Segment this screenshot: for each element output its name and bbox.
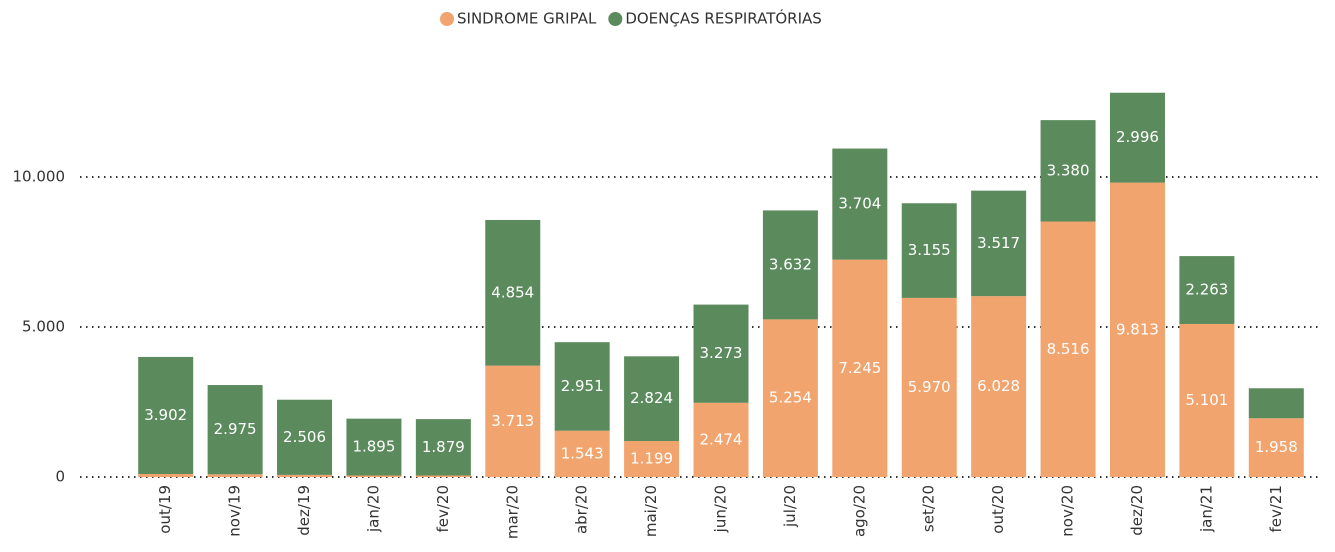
value-label: 2.474 bbox=[700, 430, 743, 448]
value-label: 9.813 bbox=[1116, 320, 1159, 338]
y-tick-label: 0 bbox=[55, 468, 65, 486]
x-tick-label: mar/20 bbox=[503, 485, 521, 539]
bar-segment bbox=[624, 441, 680, 477]
bar-segment bbox=[207, 385, 263, 475]
bar-segment bbox=[901, 203, 957, 298]
bar-segment bbox=[1040, 221, 1096, 477]
bar-segment bbox=[971, 296, 1027, 477]
value-label: 3.380 bbox=[1047, 161, 1090, 179]
bar-segment bbox=[1179, 323, 1235, 477]
value-label: 5.970 bbox=[908, 378, 951, 396]
bar-segment bbox=[1248, 418, 1304, 477]
legend-label: SINDROME GRIPAL bbox=[457, 10, 597, 28]
x-tick-label: set/20 bbox=[920, 485, 938, 532]
value-label: 2.506 bbox=[283, 428, 326, 446]
x-tick-label: jun/20 bbox=[712, 485, 730, 533]
bar-segment bbox=[1040, 120, 1096, 222]
bar-segment bbox=[415, 475, 471, 477]
bar-segment bbox=[901, 297, 957, 477]
bar-segment bbox=[138, 474, 194, 477]
x-tick-label: mai/20 bbox=[642, 485, 660, 537]
legend-label: DOENÇAS RESPIRATÓRIAS bbox=[625, 9, 821, 28]
bar-segment bbox=[1109, 182, 1165, 478]
bar-segment bbox=[624, 356, 680, 442]
value-label: 3.704 bbox=[838, 195, 881, 213]
legend-marker bbox=[608, 12, 623, 26]
value-label: 2.996 bbox=[1116, 128, 1159, 146]
value-label: 3.517 bbox=[977, 234, 1020, 252]
bar-segment bbox=[277, 399, 333, 475]
value-label: 3.902 bbox=[144, 406, 187, 424]
value-label: 8.516 bbox=[1047, 340, 1090, 358]
y-tick-label: 10.000 bbox=[13, 168, 66, 186]
x-tick-label: fev/21 bbox=[1267, 485, 1285, 533]
value-label: 3.155 bbox=[908, 241, 951, 259]
value-label: 5.101 bbox=[1185, 391, 1228, 409]
bar-segment bbox=[554, 430, 610, 477]
value-label: 1.895 bbox=[352, 438, 395, 456]
bar-segment bbox=[832, 259, 888, 477]
value-label: 2.824 bbox=[630, 389, 673, 407]
y-tick-label: 5.000 bbox=[22, 318, 65, 336]
value-label: 1.958 bbox=[1255, 438, 1298, 456]
x-tick-label: nov/20 bbox=[1059, 485, 1077, 537]
bar-segment bbox=[138, 356, 194, 474]
value-label: 1.199 bbox=[630, 450, 673, 468]
value-label: 7.245 bbox=[838, 359, 881, 377]
bar-segment bbox=[277, 474, 333, 477]
bar-segment bbox=[485, 219, 541, 366]
x-tick-label: dez/20 bbox=[1128, 485, 1146, 536]
value-label: 2.975 bbox=[214, 420, 257, 438]
bar-segment bbox=[832, 148, 888, 260]
x-tick-label: abr/20 bbox=[573, 485, 591, 534]
x-tick-label: jan/20 bbox=[364, 485, 382, 533]
bar-segment bbox=[762, 210, 818, 320]
value-label: 1.543 bbox=[561, 444, 604, 462]
bar-segment bbox=[554, 342, 610, 431]
x-tick-label: nov/19 bbox=[226, 485, 244, 537]
x-tick-label: out/20 bbox=[989, 485, 1007, 534]
value-label: 6.028 bbox=[977, 377, 1020, 395]
bar-segment bbox=[762, 319, 818, 477]
bar-segment bbox=[1109, 92, 1165, 183]
x-tick-label: jan/21 bbox=[1197, 485, 1215, 533]
x-tick-label: ago/20 bbox=[850, 485, 868, 537]
x-tick-label: out/19 bbox=[156, 485, 174, 534]
bar-segment bbox=[1179, 256, 1235, 324]
x-tick-label: fev/20 bbox=[434, 485, 452, 533]
x-tick-label: dez/19 bbox=[295, 485, 313, 536]
bar-segment bbox=[971, 190, 1027, 297]
bar-segment bbox=[693, 304, 749, 403]
value-label: 3.713 bbox=[491, 412, 534, 430]
value-label: 2.951 bbox=[561, 377, 604, 395]
bar-segment bbox=[207, 474, 263, 477]
bar-segment bbox=[693, 402, 749, 477]
value-label: 2.263 bbox=[1185, 281, 1228, 299]
legend-marker bbox=[440, 12, 454, 26]
value-label: 3.273 bbox=[700, 344, 743, 362]
bar-segment bbox=[1248, 388, 1304, 419]
bar-segment bbox=[485, 365, 541, 477]
value-label: 3.632 bbox=[769, 255, 812, 273]
value-label: 5.254 bbox=[769, 389, 812, 407]
value-label: 4.854 bbox=[491, 283, 534, 301]
bar-segment bbox=[346, 418, 402, 476]
value-label: 1.879 bbox=[422, 438, 465, 456]
bar-segment bbox=[346, 475, 402, 477]
x-tick-label: jul/20 bbox=[781, 485, 799, 528]
bar-segment bbox=[415, 419, 471, 476]
